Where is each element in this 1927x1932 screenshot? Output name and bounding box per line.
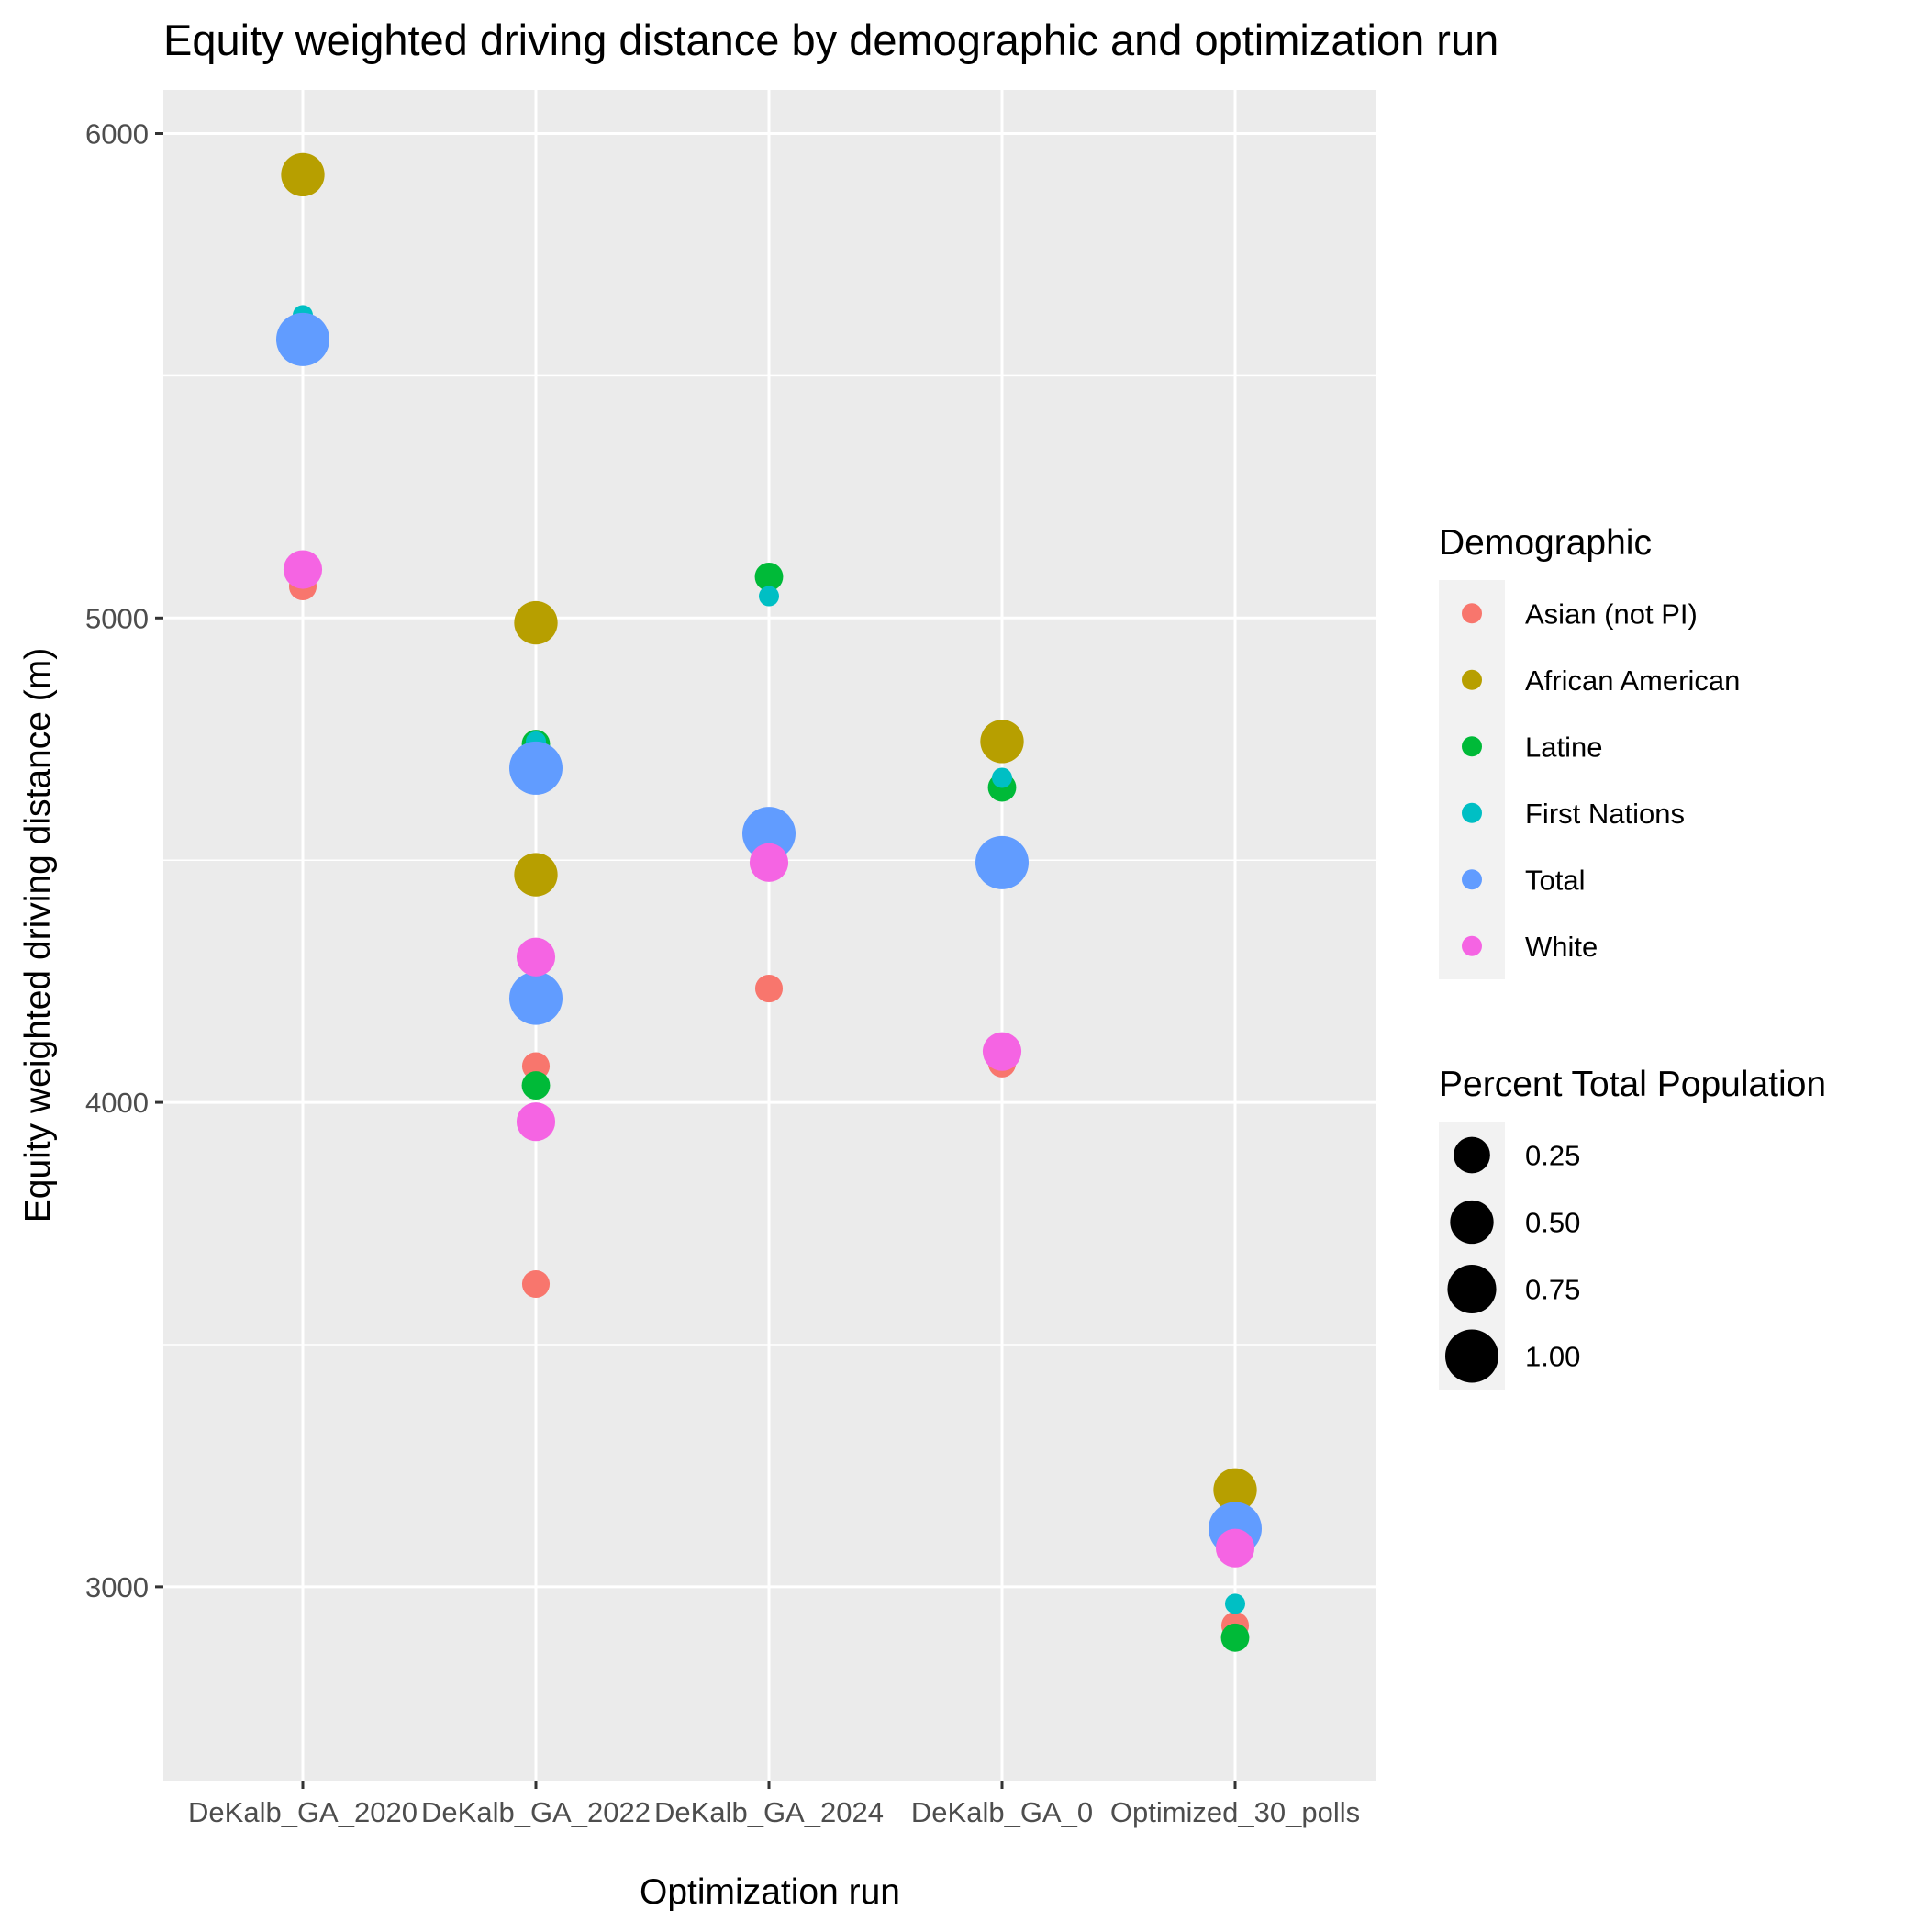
legend-key-dot	[1462, 669, 1482, 690]
data-point	[759, 586, 779, 607]
size-legend-label: 1.00	[1525, 1341, 1580, 1373]
legend-label: White	[1525, 931, 1598, 963]
data-point	[521, 1052, 551, 1080]
data-point	[754, 975, 784, 1003]
y-tick-label: 3000	[85, 1571, 149, 1603]
data-point	[975, 835, 1029, 889]
population-size-legend-title: Percent Total Population	[1439, 1065, 1826, 1104]
data-point	[742, 807, 796, 861]
size-legend-label: 0.75	[1525, 1274, 1580, 1306]
data-points	[276, 152, 1262, 1652]
data-point	[982, 1032, 1022, 1071]
legend-key-dot	[1462, 869, 1482, 890]
legend-label: Total	[1525, 864, 1585, 896]
demographic-legend: Demographic Asian (not PI) African Americ…	[1439, 523, 1740, 979]
legend-label: First Nations	[1525, 798, 1685, 830]
x-tick-label: DeKalb_GA_2024	[654, 1796, 884, 1828]
x-tick-label: DeKalb_GA_2022	[421, 1796, 651, 1828]
y-tick-label: 4000	[85, 1087, 149, 1119]
data-point	[521, 1269, 551, 1299]
series-white	[283, 550, 1255, 1568]
y-axis-title: Equity weighted driving distance (m)	[18, 648, 58, 1223]
series-african-american	[281, 152, 1257, 1512]
data-point	[1215, 1528, 1255, 1568]
data-point	[514, 853, 558, 897]
data-point	[1220, 1623, 1250, 1652]
data-point	[509, 971, 563, 1025]
y-tick-label: 5000	[85, 602, 149, 634]
size-legend-dot	[1450, 1200, 1494, 1245]
y-tick-label: 6000	[85, 118, 149, 151]
data-point	[276, 312, 329, 366]
data-point	[749, 843, 789, 882]
x-axis-title: Optimization run	[640, 1872, 900, 1912]
size-legend-label: 0.50	[1525, 1207, 1580, 1239]
chart-title: Equity weighted driving distance by demo…	[163, 16, 1498, 64]
legend-label: Asian (not PI)	[1525, 597, 1698, 630]
data-point	[1213, 1468, 1257, 1512]
demographic-legend-title: Demographic	[1439, 523, 1652, 563]
series-total	[276, 312, 1262, 1556]
legend-key-dot	[1462, 802, 1482, 823]
x-tick-label: DeKalb_GA_0	[911, 1796, 1093, 1828]
gridlines	[163, 90, 1376, 1781]
size-legend-label: 0.25	[1525, 1140, 1580, 1172]
data-point	[516, 937, 556, 977]
data-point	[992, 767, 1012, 788]
x-tick-label: Optimized_30_polls	[1110, 1796, 1360, 1828]
data-point	[521, 1071, 551, 1100]
size-legend-dot	[1454, 1136, 1490, 1174]
x-tick-label: DeKalb_GA_2020	[188, 1796, 418, 1828]
size-legend-dot	[1447, 1264, 1497, 1314]
data-point	[754, 563, 784, 591]
legend-label: African American	[1525, 664, 1740, 697]
data-point	[514, 600, 558, 645]
data-point	[516, 1102, 556, 1142]
population-size-legend: Percent Total Population 0.25 0.50 0.75 1.0…	[1439, 1065, 1826, 1390]
legend-key-dot	[1462, 736, 1482, 757]
legend-label: Latine	[1525, 731, 1602, 763]
data-point	[980, 720, 1024, 764]
legend-key-background	[1439, 580, 1505, 979]
data-point	[1225, 1593, 1245, 1614]
data-point	[283, 550, 323, 589]
data-point	[509, 741, 563, 795]
data-point	[281, 152, 325, 197]
legend-key-dot	[1462, 935, 1482, 956]
legend-key-dot	[1462, 603, 1482, 624]
size-legend-dot	[1445, 1329, 1498, 1383]
